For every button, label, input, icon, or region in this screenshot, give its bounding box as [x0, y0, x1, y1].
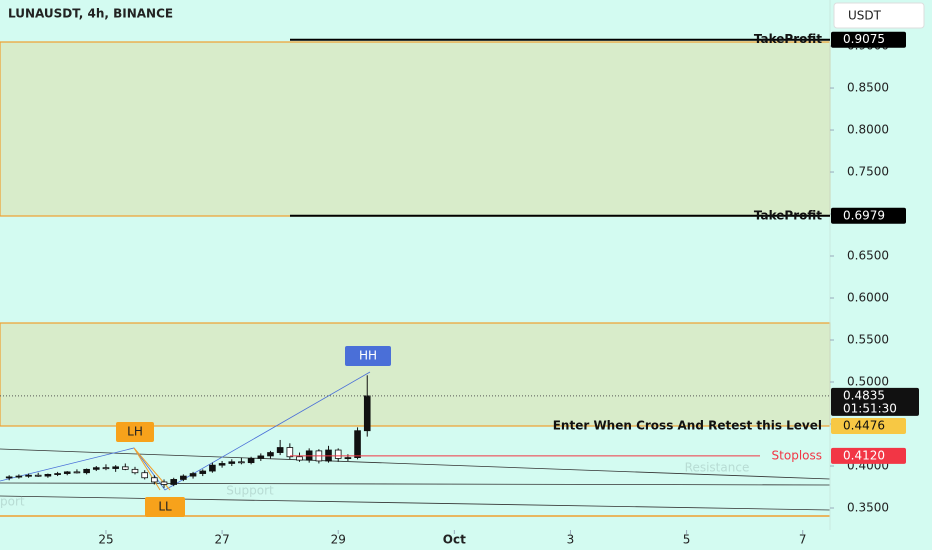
- price-tag-label: 0.6979: [843, 208, 885, 222]
- candle-body: [199, 470, 207, 474]
- price-tag-label: 0.4120: [843, 448, 885, 462]
- candle-body: [354, 430, 361, 458]
- ll-box: [145, 497, 185, 517]
- hh-box: [345, 346, 391, 366]
- price-tag-label: 0.9075: [843, 32, 885, 46]
- price-tag: [831, 207, 906, 224]
- x-tick-label: 3: [567, 533, 575, 547]
- candle-body: [344, 457, 352, 459]
- price-tag-label: 0.4476: [843, 419, 885, 433]
- x-tick-label: Oct: [443, 533, 466, 547]
- candle-body: [286, 447, 294, 458]
- lh-box: [116, 422, 154, 442]
- y-tick-label: 0.8500: [847, 81, 889, 95]
- candle-body: [209, 464, 216, 472]
- entry-zone: [0, 322, 831, 427]
- price-tag: [831, 447, 906, 464]
- swing-line: [0, 371, 371, 491]
- candle-body: [238, 461, 245, 464]
- candle-body: [112, 466, 119, 469]
- candle-body: [83, 468, 90, 474]
- y-tick-label: 0.3500: [847, 500, 889, 514]
- candle-body: [131, 468, 139, 474]
- level-name: Enter When Cross And Retest this Level: [553, 419, 822, 433]
- y-tick-label: 0.5500: [847, 333, 889, 347]
- chart-title: LUNAUSDT, 4h, BINANCE: [8, 7, 173, 21]
- candle-body: [73, 471, 81, 474]
- candle-body: [63, 471, 71, 474]
- y-tick-label: 0.6000: [847, 291, 889, 305]
- x-tick-label: 5: [683, 533, 691, 547]
- x-tick-label: 29: [331, 533, 346, 547]
- x-tick-label: 25: [98, 533, 113, 547]
- price-tag: [831, 418, 906, 435]
- level-name: TakeProfit: [754, 32, 822, 46]
- level-name: TakeProfit: [754, 208, 822, 222]
- currency-label[interactable]: USDT: [848, 9, 882, 23]
- candle-body: [247, 458, 255, 464]
- candle-body: [141, 472, 148, 479]
- candle-body: [296, 456, 303, 461]
- trendline: [0, 495, 831, 511]
- candle-body: [160, 481, 168, 485]
- support-label: port: [0, 495, 25, 509]
- candle-body: [363, 395, 371, 432]
- x-tick-label: 27: [214, 533, 229, 547]
- candle-body: [189, 473, 197, 477]
- candle-body: [54, 473, 61, 475]
- candle-body: [25, 474, 32, 477]
- candle-body: [5, 476, 13, 479]
- support-label: Support: [226, 484, 274, 498]
- candle-body: [121, 466, 129, 470]
- candle-body: [170, 479, 178, 485]
- currency-button[interactable]: [833, 2, 925, 29]
- candle-body: [228, 461, 236, 464]
- level-name: Stoploss: [772, 448, 822, 462]
- resistance-label: Resistance: [685, 461, 750, 475]
- price-tag: [831, 31, 906, 48]
- candle-body: [92, 467, 100, 470]
- candle-body: [34, 474, 42, 477]
- trendline: [0, 482, 831, 486]
- price-tag-label: 0.4835: [843, 388, 885, 402]
- candle-body: [276, 447, 284, 453]
- target-zone: [0, 41, 831, 217]
- y-tick-label: 0.6500: [847, 249, 889, 263]
- candle-body: [257, 455, 265, 459]
- x-tick-label: 7: [799, 533, 807, 547]
- candle-body: [44, 473, 52, 477]
- ll-label: LL: [158, 500, 172, 514]
- candle-body: [180, 475, 187, 480]
- y-tick-label: 0.7500: [847, 165, 889, 179]
- lh-label: LH: [127, 425, 143, 439]
- candle-body: [102, 467, 110, 470]
- candle-body: [267, 452, 274, 457]
- countdown: 01:51:30: [843, 401, 897, 415]
- price-tag: [831, 387, 919, 416]
- arrow: [133, 447, 161, 491]
- candle-body: [218, 463, 226, 466]
- hh-label: HH: [359, 349, 377, 363]
- candle-body: [15, 475, 23, 478]
- candle-body: [151, 477, 158, 483]
- y-tick-label: 0.8000: [847, 123, 889, 137]
- y-tick-label: 0.5000: [847, 375, 889, 389]
- candle-body: [334, 449, 342, 459]
